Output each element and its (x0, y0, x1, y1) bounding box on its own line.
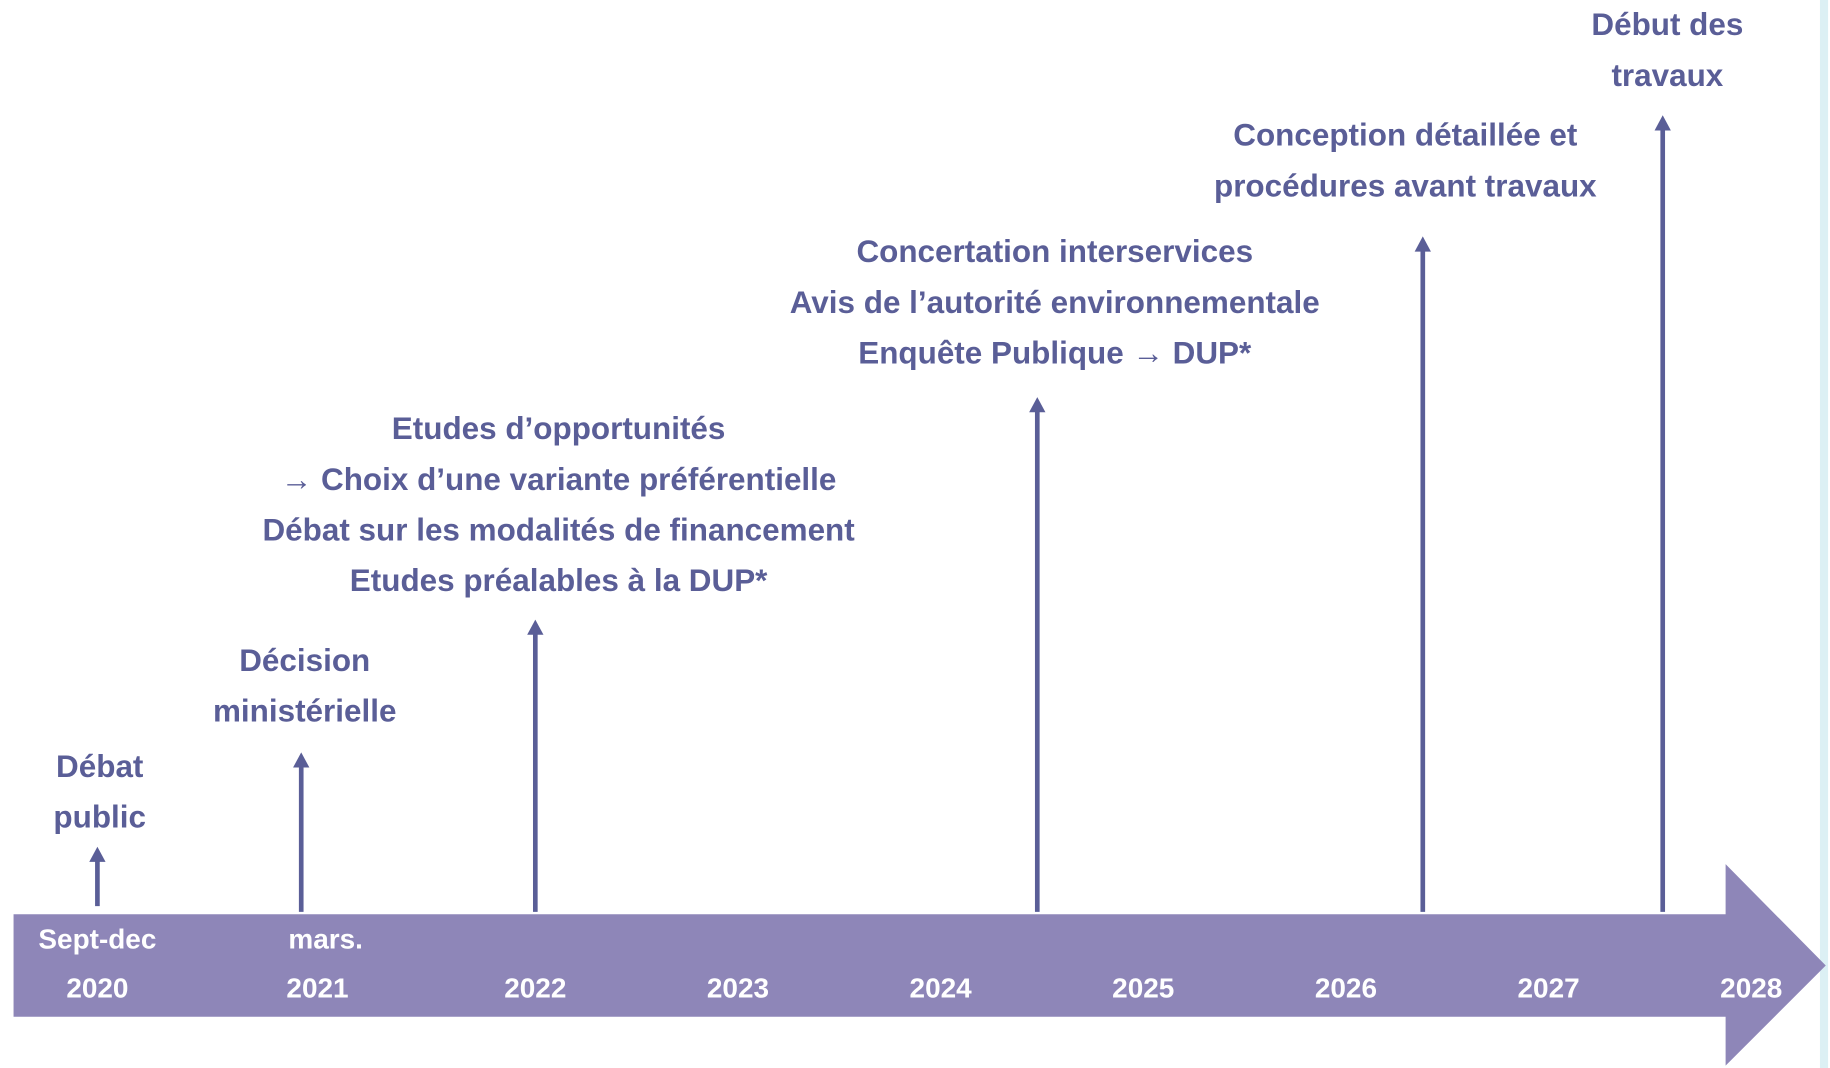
milestone-label: → Choix d’une variante préférentielle (281, 462, 837, 497)
edge (1819, 0, 1829, 1068)
milestone-label: ministérielle (213, 694, 396, 729)
time-band (13, 864, 1826, 1066)
milestone-label: Début des (1591, 7, 1743, 42)
milestone-label: Décision (239, 643, 370, 678)
period-label: mars. (288, 923, 363, 954)
period-label: 2025 (1112, 972, 1174, 1003)
period-label: 2023 (707, 972, 769, 1003)
milestone-label: Etudes préalables à la DUP* (350, 563, 768, 598)
milestone-label: travaux (1611, 58, 1723, 93)
period-label: 2024 (910, 972, 973, 1003)
milestone-label: Concertation interservices (856, 234, 1253, 269)
arrow-head (1414, 236, 1431, 252)
milestone-label: public (53, 800, 146, 835)
period-label: 2026 (1315, 972, 1377, 1003)
milestone-label: Enquête Publique → DUP* (858, 336, 1252, 371)
milestone-label: Avis de l’autorité environnementale (790, 285, 1320, 320)
arrow-head (1654, 115, 1671, 131)
arrow-head (293, 752, 310, 768)
milestone-label: Conception détaillée et (1233, 118, 1578, 153)
arrow-head (1029, 397, 1046, 413)
period-label: 2021 (286, 972, 348, 1003)
period-label: 2022 (504, 972, 566, 1003)
period-label: 2028 (1720, 972, 1782, 1003)
milestone-label: Débat sur les modalités de financement (262, 513, 855, 548)
period-label: 2027 (1518, 972, 1580, 1003)
arrow-head (527, 619, 544, 635)
milestone-label: procédures avant travaux (1214, 168, 1597, 203)
arrow-head (89, 846, 106, 862)
period-label: Sept-dec (38, 923, 156, 954)
period-label: 2020 (66, 972, 128, 1003)
milestone-label: Débat (56, 749, 144, 784)
milestone-label: Etudes d’opportunités (392, 411, 726, 446)
